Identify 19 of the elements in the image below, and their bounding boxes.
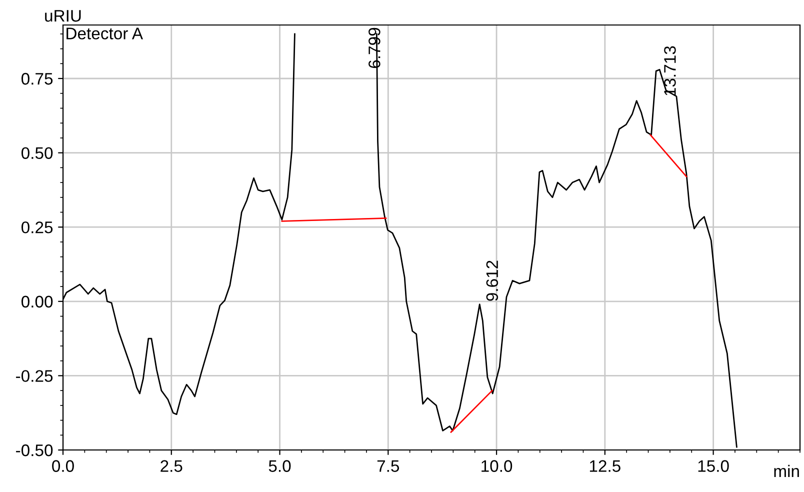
x-tick-label: 12.5 [590,460,620,472]
x-tick-label: 7.5 [377,460,400,472]
y-axis-title: uRIU [45,10,81,22]
annotation: 13.713 [664,46,676,96]
x-tick-label: 15.0 [698,460,729,472]
y-tick-label: 0.50 [21,147,53,159]
x-tick-label: 0.0 [52,460,74,472]
annotation: 6.799 [368,28,380,68]
annotation: 9.612 [486,260,498,301]
x-tick-label: 2.5 [160,460,182,472]
y-tick-label: 0.75 [21,72,53,85]
y-tick-label: 0.25 [21,222,53,234]
y-tick-label: -0.25 [16,370,53,382]
y-tick-label: 0.00 [21,296,53,308]
annotation: Detector A [66,28,143,40]
x-axis-title: min [774,464,799,477]
y-tick-label: -0.50 [16,444,53,456]
x-tick-label: 5.0 [268,460,291,472]
x-tick-label: 10.0 [482,460,512,472]
